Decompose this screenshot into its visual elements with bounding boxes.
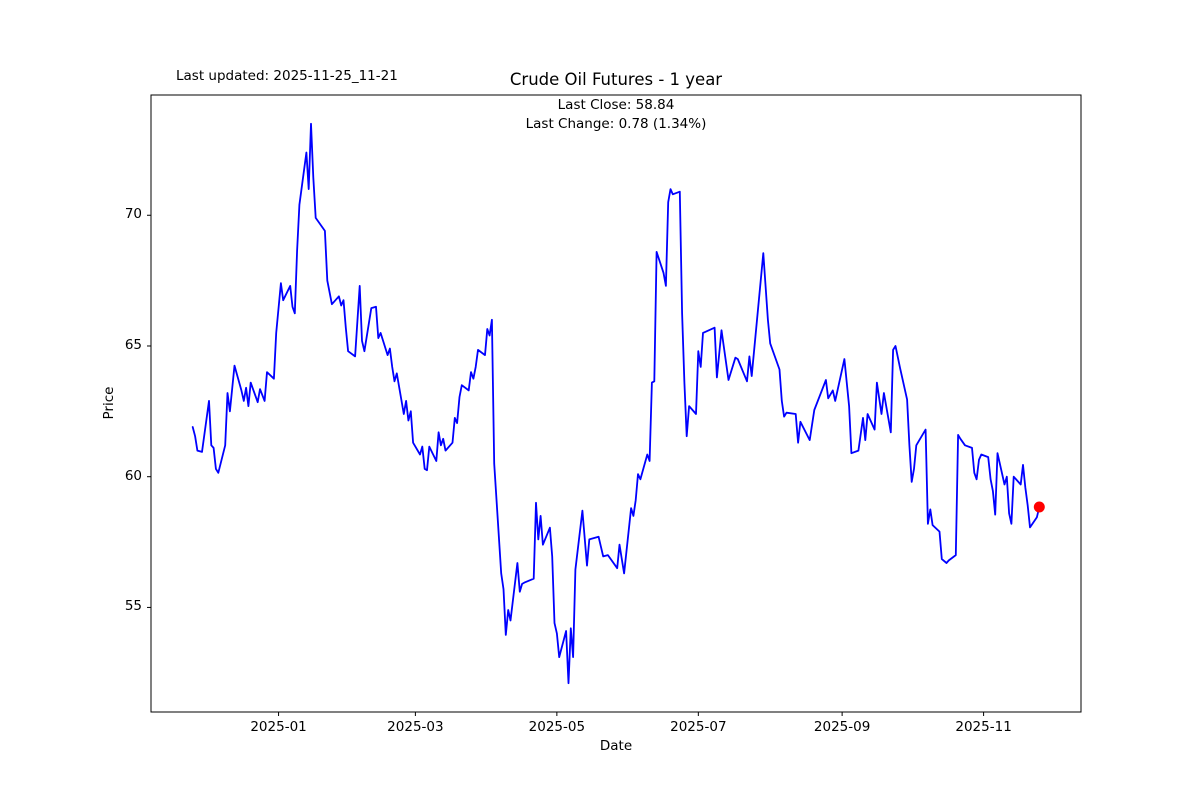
last-change-text: Last Change: 0.78 (1.34%) bbox=[525, 116, 707, 132]
last-price-marker-icon bbox=[1033, 501, 1045, 513]
x-tick-label: 2025-09 bbox=[813, 719, 871, 735]
y-axis-label: Price bbox=[101, 386, 117, 420]
y-tick-label: 65 bbox=[124, 336, 142, 353]
y-tick-label: 70 bbox=[124, 206, 142, 223]
axes-frame bbox=[150, 94, 1082, 713]
x-tick-label: 2025-05 bbox=[528, 719, 586, 735]
x-tick-label: 2025-01 bbox=[250, 719, 307, 735]
price-line bbox=[191, 122, 1041, 685]
x-axis-label: Date bbox=[599, 738, 633, 754]
y-tick-label: 60 bbox=[124, 467, 142, 484]
y-tick-label: 55 bbox=[124, 598, 142, 615]
x-tick-label: 2025-03 bbox=[387, 719, 444, 735]
chart-title: Crude Oil Futures - 1 year bbox=[509, 70, 723, 89]
x-tick-label: 2025-07 bbox=[670, 719, 727, 735]
x-tick-label: 2025-11 bbox=[955, 719, 1012, 735]
last-close-annotation: Last Close: 58.84 Last Change: 0.78 (1.3… bbox=[526, 96, 707, 134]
last-close-text: Last Close: 58.84 bbox=[557, 97, 675, 113]
last-updated-text: Last updated: 2025-11-25_11-21 bbox=[176, 68, 398, 84]
